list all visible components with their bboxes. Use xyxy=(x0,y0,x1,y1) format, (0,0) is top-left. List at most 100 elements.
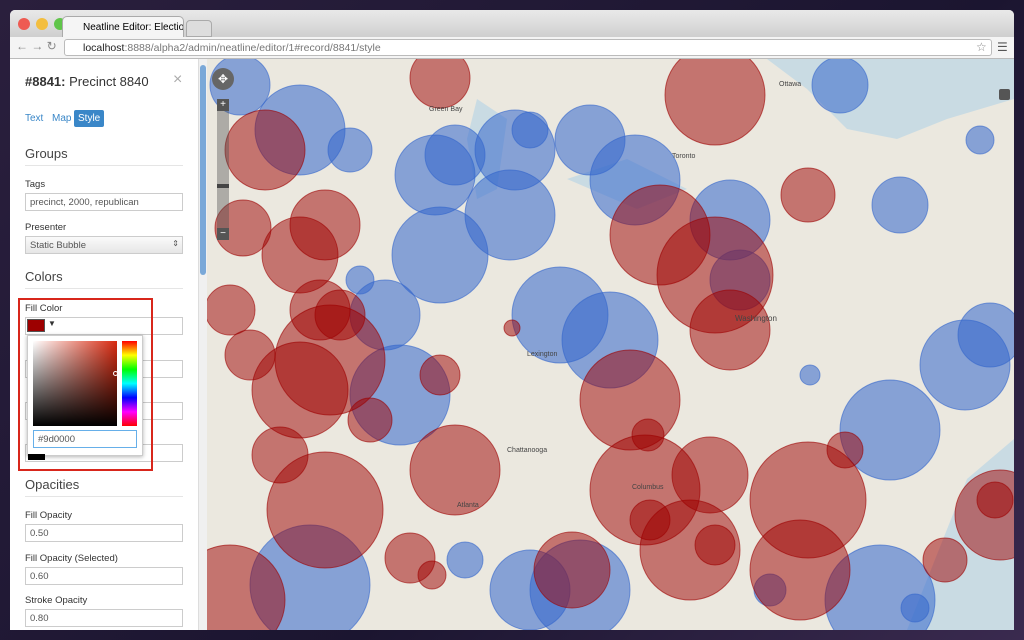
bubble[interactable] xyxy=(207,544,286,630)
bubble[interactable] xyxy=(503,319,521,337)
map-label: Atlanta xyxy=(457,502,479,509)
bubble[interactable] xyxy=(780,167,836,223)
color-swatch[interactable] xyxy=(27,319,45,332)
saturation-field[interactable] xyxy=(33,341,117,426)
tab-map[interactable]: Map xyxy=(52,113,72,124)
bubble[interactable] xyxy=(689,289,771,371)
bubble[interactable] xyxy=(394,134,476,216)
select-value: Static Bubble xyxy=(30,240,86,251)
bookmark-star[interactable]: ☆ xyxy=(976,40,987,54)
layer-switcher[interactable] xyxy=(999,89,1010,100)
opacity-input[interactable]: 0.80 xyxy=(25,609,183,627)
record-id: #8841: xyxy=(25,74,66,89)
field-label: Fill Color xyxy=(25,303,63,314)
map-label: Lexington xyxy=(527,351,557,358)
bubble[interactable] xyxy=(347,397,393,443)
divider xyxy=(25,288,183,289)
stroke-swatch[interactable] xyxy=(28,454,45,460)
bubble[interactable] xyxy=(694,524,736,566)
bubble[interactable] xyxy=(409,424,501,516)
presenter-select[interactable]: Static Bubble ⇕ xyxy=(25,236,183,254)
tab-title: Neatline Editor: Election R xyxy=(83,22,184,33)
close-record[interactable]: × xyxy=(173,71,183,88)
pan-control[interactable]: ✥ xyxy=(212,68,234,90)
hex-input[interactable]: #9d0000 xyxy=(33,430,137,448)
zoom-slider[interactable]: + − xyxy=(217,99,229,240)
field-label: Tags xyxy=(25,179,46,190)
bubble[interactable] xyxy=(409,59,471,109)
bubble[interactable] xyxy=(533,531,611,609)
opacity-input[interactable]: 0.60 xyxy=(25,567,183,585)
zoom-out[interactable]: − xyxy=(217,228,229,240)
bubble[interactable] xyxy=(922,537,968,583)
opacity-input[interactable]: 0.50 xyxy=(25,524,183,542)
address-bar[interactable]: localhost:8888/alpha2/admin/neatline/edi… xyxy=(64,39,992,56)
bubble[interactable] xyxy=(224,329,276,381)
section-heading: Opacities xyxy=(25,477,80,492)
bubble[interactable] xyxy=(749,519,851,621)
bubble[interactable] xyxy=(251,426,309,484)
bubble[interactable] xyxy=(214,199,272,257)
swatch-arrow[interactable]: ▼ xyxy=(48,319,56,328)
toolbar: ← → ↻ localhost:8888/alpha2/admin/neatli… xyxy=(10,37,1014,59)
color-picker: #9d0000 xyxy=(27,335,143,456)
picker-cursor xyxy=(113,371,118,376)
bubble[interactable] xyxy=(391,206,489,304)
section-heading: Colors xyxy=(25,269,63,284)
bubble[interactable] xyxy=(799,364,821,386)
bubbles xyxy=(207,59,1014,630)
map[interactable]: Ottawa Green Bay Toronto Washington Lexi… xyxy=(207,59,1014,630)
map-label: Ottawa xyxy=(779,81,801,88)
url-host: localhost xyxy=(83,42,125,54)
zoom-handle[interactable] xyxy=(217,184,229,188)
bubble[interactable] xyxy=(419,354,461,396)
bubble[interactable] xyxy=(871,176,929,234)
field-label: Fill Opacity xyxy=(25,510,72,521)
map-label: Columbus xyxy=(632,484,664,491)
bubble[interactable] xyxy=(664,59,766,146)
tab-style[interactable]: Style xyxy=(74,110,105,127)
browser-tab[interactable]: Neatline Editor: Election R xyxy=(62,16,184,38)
field-label: Fill Opacity (Selected) xyxy=(25,553,118,564)
field-label: Presenter xyxy=(25,222,67,233)
scroll-thumb[interactable] xyxy=(200,65,206,275)
bubble[interactable] xyxy=(224,109,306,191)
bubble[interactable] xyxy=(811,59,869,114)
bubble[interactable] xyxy=(976,481,1014,519)
zoom-in[interactable]: + xyxy=(217,99,229,111)
browser-window: Neatline Editor: Election R ← → ↻ localh… xyxy=(10,10,1014,630)
bubble[interactable] xyxy=(965,125,995,155)
scrollbar[interactable] xyxy=(198,59,207,630)
record-header: #8841: Precinct 8840 xyxy=(25,74,149,89)
bubble[interactable] xyxy=(826,431,864,469)
editor-panel: #8841: Precinct 8840 × Text Map Style Gr… xyxy=(10,59,198,630)
bubble[interactable] xyxy=(266,451,384,569)
section-heading: Groups xyxy=(25,146,68,161)
bubble[interactable] xyxy=(446,541,484,579)
tab-text[interactable]: Text xyxy=(25,113,44,124)
highlight-box xyxy=(18,298,153,471)
bubble[interactable] xyxy=(289,189,361,261)
bubble[interactable] xyxy=(207,284,256,336)
fill-color-input[interactable] xyxy=(25,317,183,335)
bubble[interactable] xyxy=(900,593,930,623)
bubble[interactable] xyxy=(511,111,549,149)
map-canvas: Ottawa Green Bay Toronto Washington Lexi… xyxy=(207,59,1014,630)
bubble[interactable] xyxy=(417,560,447,590)
new-tab[interactable] xyxy=(186,20,212,37)
bubble[interactable] xyxy=(579,349,681,451)
map-label: Washington xyxy=(735,314,777,323)
bubble[interactable] xyxy=(839,379,941,481)
minimize-button[interactable] xyxy=(36,18,48,30)
nav-buttons[interactable]: ← → ↻ xyxy=(16,39,57,53)
bubble[interactable] xyxy=(957,302,1014,368)
tags-input[interactable]: precinct, 2000, republican xyxy=(25,193,183,211)
field-label: Stroke Opacity xyxy=(25,595,88,606)
map-label: Chattanooga xyxy=(507,447,547,454)
bubble[interactable] xyxy=(629,499,671,541)
bubble[interactable] xyxy=(327,127,373,173)
map-label: Green Bay xyxy=(429,106,463,113)
close-button[interactable] xyxy=(18,18,30,30)
hue-slider[interactable] xyxy=(122,341,137,426)
menu-button[interactable]: ☰ xyxy=(997,40,1008,54)
